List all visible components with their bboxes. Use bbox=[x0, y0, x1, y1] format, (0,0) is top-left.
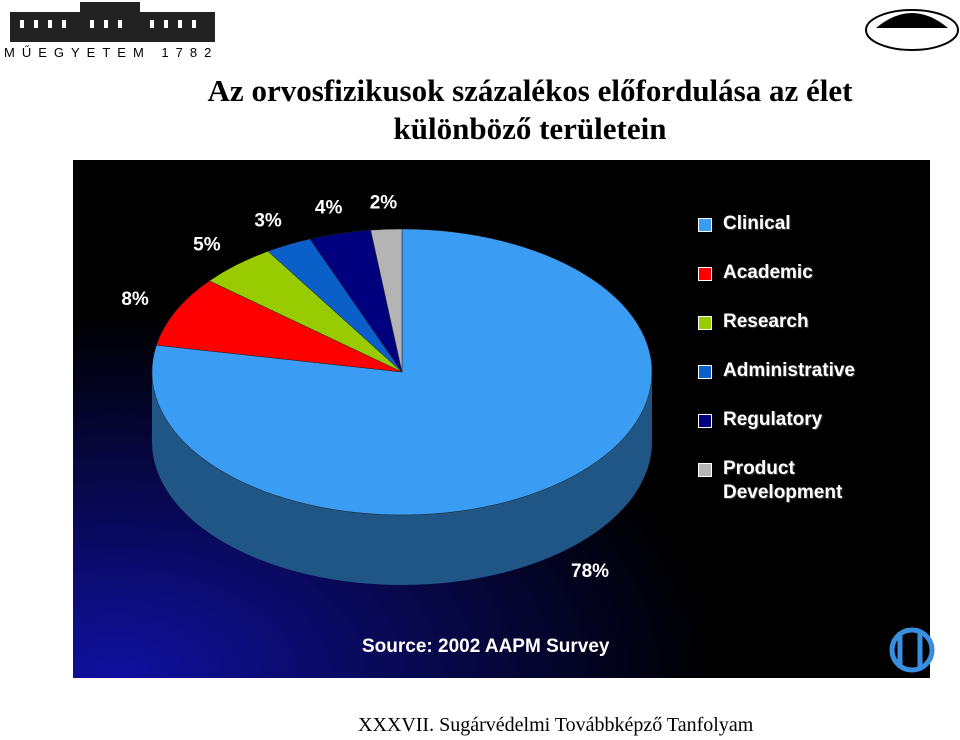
footer: XXXVII. Sugárvédelmi Továbbképző Tanfoly… bbox=[358, 714, 754, 736]
pie: 78% 8% 5% 3% 4% 2% bbox=[121, 193, 653, 585]
emblem bbox=[889, 627, 935, 673]
legend-swatch bbox=[698, 463, 712, 477]
logo-left bbox=[10, 2, 215, 42]
legend-label: Research bbox=[723, 311, 809, 332]
legend: Clinical Academic Research Administrative Re… bbox=[698, 212, 898, 530]
legend-item: Product Development bbox=[698, 457, 873, 505]
data-label: 3% bbox=[254, 211, 282, 232]
legend-label: Regulatory bbox=[723, 409, 823, 430]
data-label: 2% bbox=[370, 193, 398, 214]
data-label: 4% bbox=[315, 198, 343, 219]
legend-item: Research bbox=[698, 310, 873, 334]
data-label: 78% bbox=[571, 561, 609, 582]
legend-label: Administrative bbox=[723, 360, 855, 381]
legend-swatch bbox=[698, 365, 712, 379]
legend-label: Academic bbox=[723, 262, 813, 283]
source: Source: 2002 AAPM Survey bbox=[362, 636, 610, 657]
slide-title: Az orvosfizikusok százalékos előfordulás… bbox=[207, 73, 853, 146]
slice bbox=[370, 228, 403, 373]
legend-swatch bbox=[698, 218, 712, 232]
logo-text: MŰEGYETEM 1782 bbox=[4, 45, 219, 60]
legend-label: Clinical bbox=[723, 213, 791, 234]
logo-right bbox=[865, 9, 959, 51]
legend-item: Academic bbox=[698, 261, 873, 285]
legend-swatch bbox=[698, 267, 712, 281]
legend-item: Clinical bbox=[698, 212, 873, 236]
legend-swatch bbox=[698, 414, 712, 428]
data-label: 5% bbox=[193, 234, 221, 255]
legend-swatch bbox=[698, 316, 712, 330]
slice-side bbox=[152, 372, 652, 585]
legend-item: Administrative bbox=[698, 359, 873, 383]
legend-item: Regulatory bbox=[698, 408, 873, 432]
data-label: 8% bbox=[121, 289, 149, 310]
legend-label: Product Development bbox=[723, 458, 843, 503]
slice bbox=[156, 280, 403, 373]
